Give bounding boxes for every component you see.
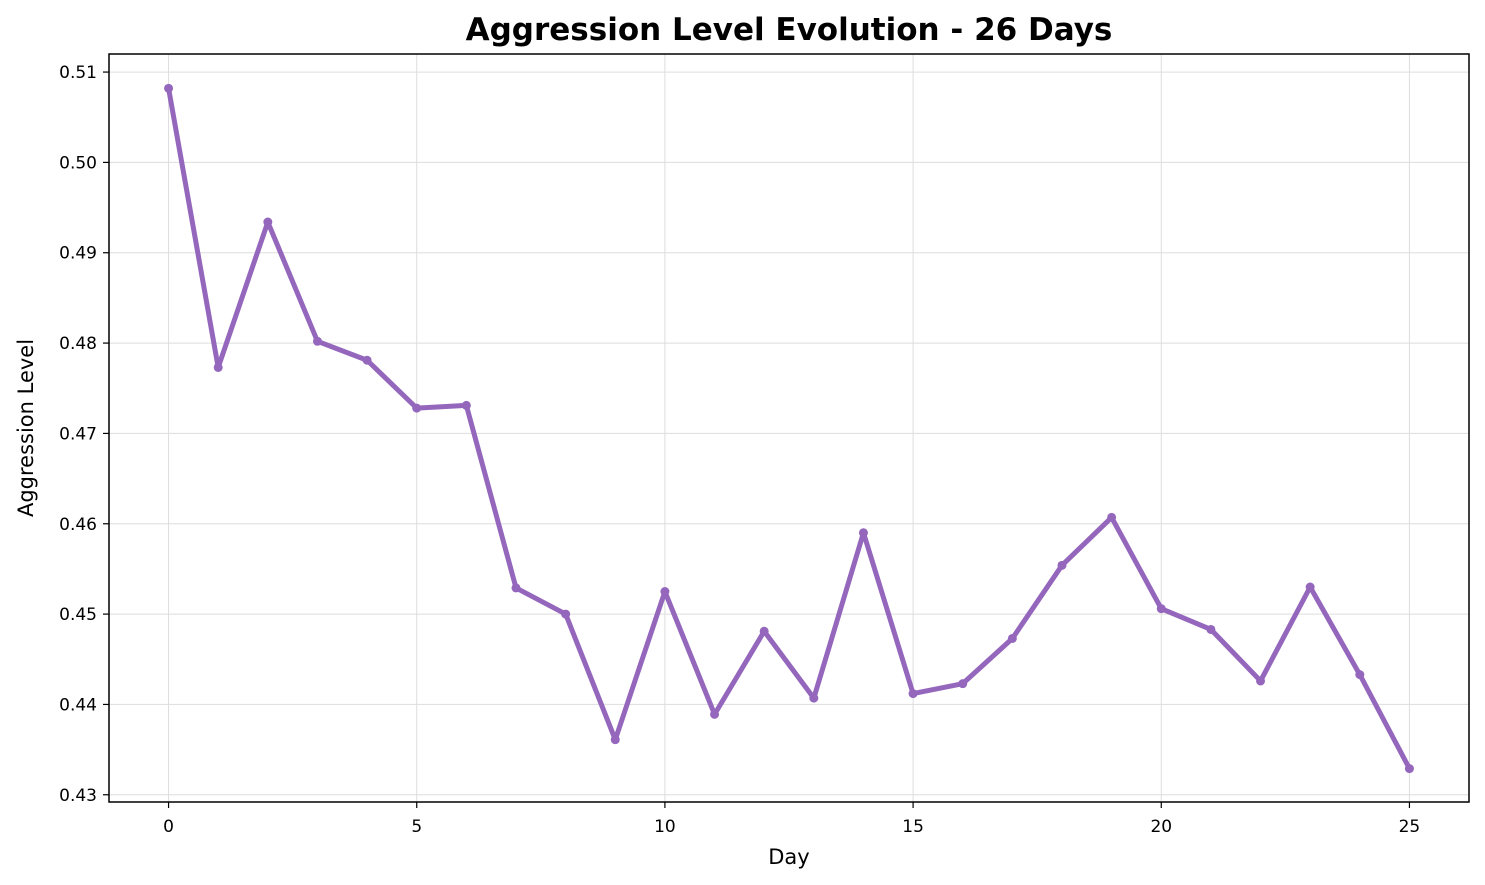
data-point: [710, 709, 720, 719]
y-axis: 0.43 0.44 0.45 0.46 0.47 0.48 0.49 0.50 0.51: [59, 63, 109, 806]
x-tick-label: 0: [163, 817, 174, 837]
data-point: [412, 403, 422, 413]
plot-frame: [108, 53, 1470, 803]
x-axis-label: Day: [768, 845, 809, 869]
y-tick-label: 0.50: [59, 153, 97, 173]
x-axis: 0 5 10 15 20 25: [163, 802, 1420, 837]
x-tick-label: 5: [411, 817, 422, 837]
data-point: [312, 336, 322, 346]
data-point: [1256, 676, 1266, 686]
data-point: [1355, 670, 1365, 680]
x-tick-label: 15: [902, 817, 924, 837]
series-layer: [164, 83, 1414, 774]
x-tick-label: 10: [654, 817, 676, 837]
data-point: [958, 679, 968, 689]
y-tick-label: 0.51: [59, 63, 97, 83]
data-point: [1156, 604, 1166, 614]
data-point: [1404, 764, 1414, 774]
y-axis-label: Aggression Level: [14, 339, 38, 517]
x-tick-label: 20: [1150, 817, 1172, 837]
data-point: [660, 587, 670, 597]
data-point: [809, 693, 819, 703]
y-tick-label: 0.44: [59, 695, 97, 715]
data-point: [1107, 512, 1117, 522]
data-point: [213, 362, 223, 372]
data-point: [610, 735, 620, 745]
chart-title: Aggression Level Evolution - 26 Days: [466, 12, 1113, 48]
data-point: [1206, 624, 1216, 634]
y-tick-label: 0.48: [59, 334, 97, 354]
data-point: [1007, 633, 1017, 643]
y-tick-label: 0.45: [59, 605, 97, 625]
data-point: [1305, 582, 1315, 592]
grid-lines: [109, 54, 1469, 802]
data-point: [511, 583, 521, 593]
data-point: [759, 626, 769, 636]
y-tick-label: 0.43: [59, 786, 97, 806]
x-tick-label: 25: [1399, 817, 1421, 837]
data-point: [461, 400, 471, 410]
data-point: [858, 528, 868, 538]
data-point: [1057, 560, 1067, 570]
data-point: [164, 83, 174, 93]
data-point: [561, 609, 571, 619]
data-point: [908, 689, 918, 699]
y-tick-label: 0.49: [59, 244, 97, 264]
data-point: [362, 355, 372, 365]
y-tick-label: 0.46: [59, 515, 97, 535]
data-point: [263, 217, 273, 227]
series-line: [166, 85, 1412, 772]
y-tick-label: 0.47: [59, 424, 97, 444]
